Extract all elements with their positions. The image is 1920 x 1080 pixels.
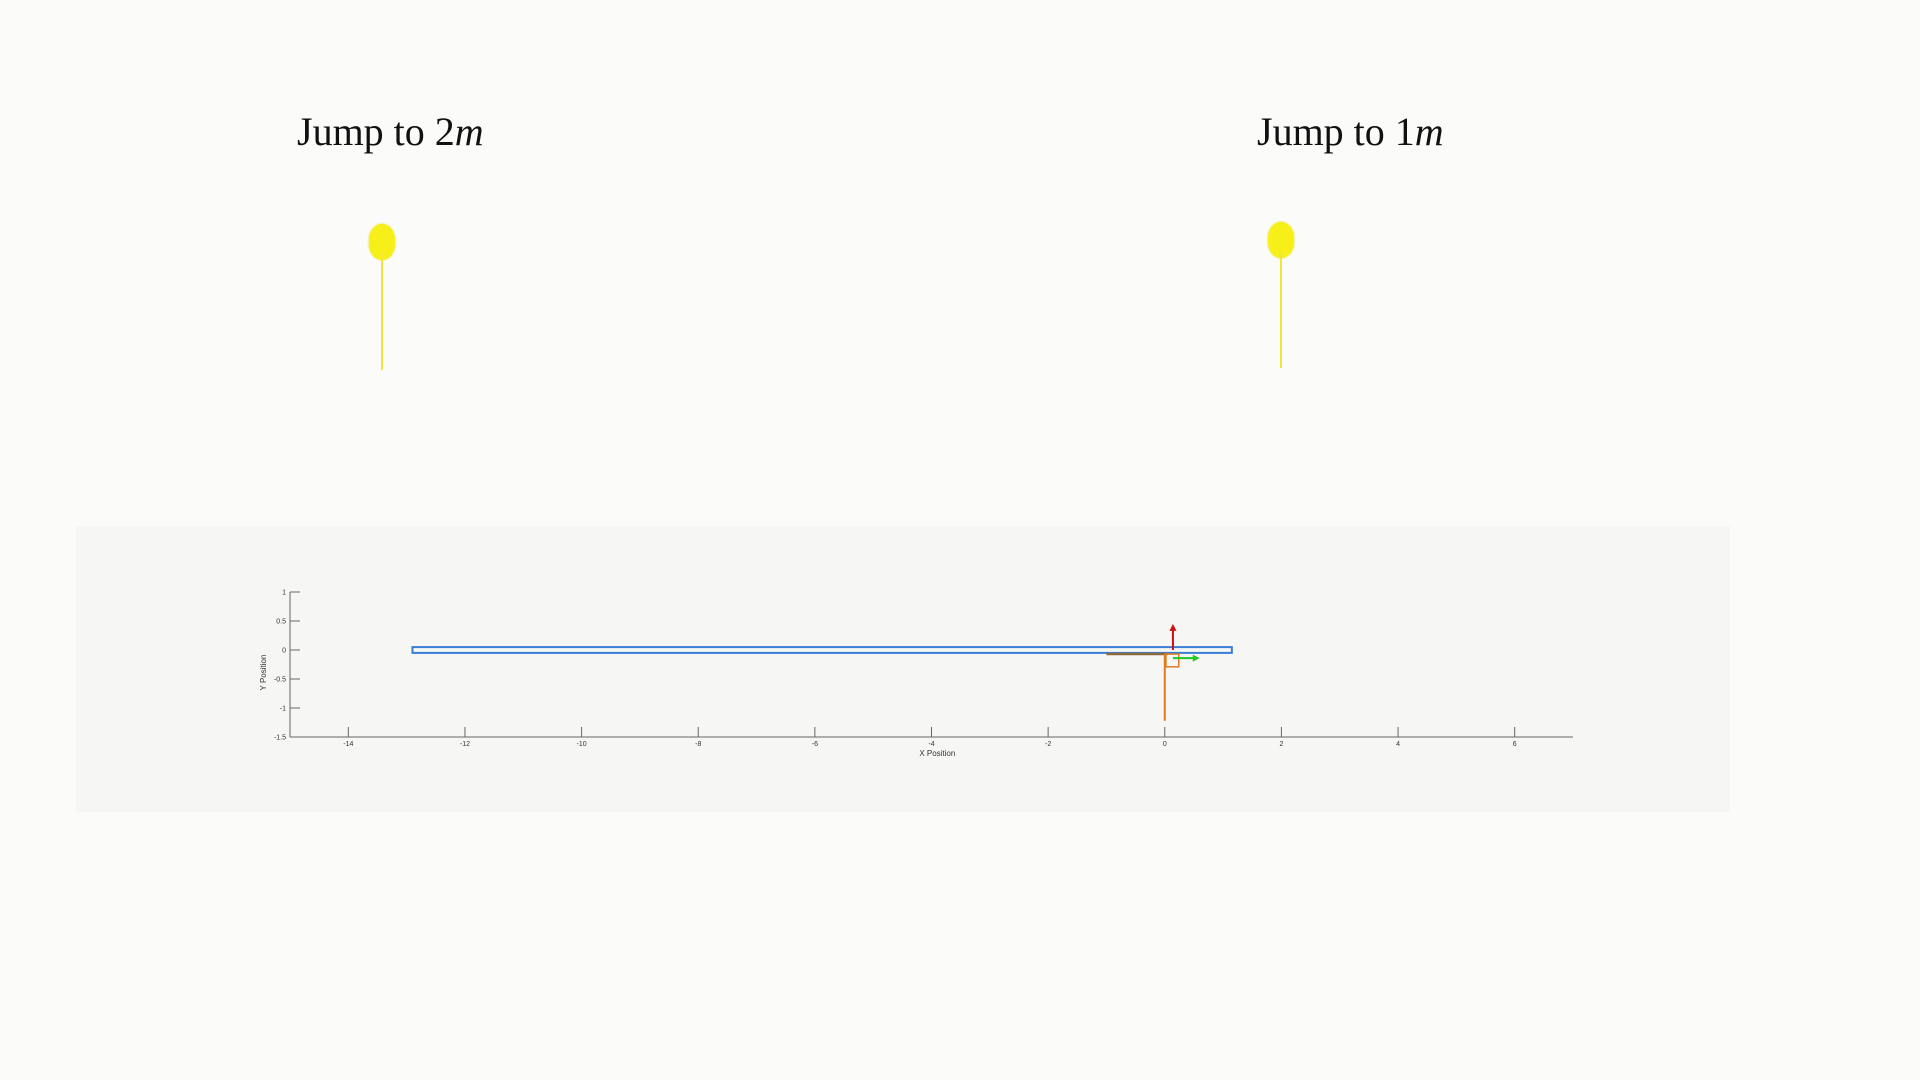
platform-bar	[411, 646, 1233, 654]
x-tick-label: -4	[928, 741, 934, 748]
marker-stem	[381, 254, 383, 370]
jump-label-right-value: 1	[1394, 109, 1415, 154]
marker-stem	[1280, 252, 1282, 368]
position-plot-panel: -14 -12 -10 -8 -6 -4 -2 0 2 4 6 1 0.5 0 -0.5 -1 -1.5 X Po…	[76, 526, 1730, 812]
y-axis-title: Y Position	[259, 655, 268, 691]
jump-label-right-unit: m	[1414, 109, 1444, 154]
plot-marks	[411, 623, 1233, 721]
jump-label-right: Jump to 1m	[1257, 108, 1444, 155]
jump-label-left: Jump to 2m	[297, 108, 484, 155]
position-plot: -14 -12 -10 -8 -6 -4 -2 0 2 4 6 1 0.5 0 -0.5 -1 -1.5 X Po…	[259, 590, 1573, 758]
y-tick-label: 0	[282, 648, 286, 655]
x-tick-label: -12	[460, 741, 470, 748]
x-tick-label: -10	[577, 741, 587, 748]
y-tick-label: -0.5	[274, 677, 286, 684]
arrow-x-head	[1192, 654, 1200, 662]
x-tick-label: 0	[1163, 741, 1167, 748]
x-tick-label: -14	[343, 741, 353, 748]
jump-label-left-unit: m	[454, 109, 484, 154]
y-tick-label: -1	[280, 706, 286, 713]
x-tick-label: 2	[1279, 741, 1283, 748]
jump-label-left-text: Jump to	[297, 109, 435, 154]
y-tick-label: -1.5	[274, 735, 286, 742]
x-tick-label: 4	[1396, 741, 1400, 748]
x-tick-label: -6	[812, 741, 818, 748]
arrow-y-head	[1169, 623, 1177, 631]
x-tick-label: -8	[695, 741, 701, 748]
y-tick-label: 0.5	[276, 619, 286, 626]
y-tick-label: 1	[282, 590, 286, 597]
x-tick-label: -2	[1045, 741, 1051, 748]
x-axis-title: X Position	[919, 749, 955, 758]
jump-label-right-text: Jump to	[1257, 109, 1395, 154]
foot-box	[1165, 653, 1180, 668]
x-tick-label: 6	[1513, 741, 1517, 748]
plot-axes: -14 -12 -10 -8 -6 -4 -2 0 2 4 6 1 0.5 0 -0.5 -1 -1.5 X Po…	[259, 590, 1573, 758]
jump-label-left-value: 2	[434, 109, 455, 154]
